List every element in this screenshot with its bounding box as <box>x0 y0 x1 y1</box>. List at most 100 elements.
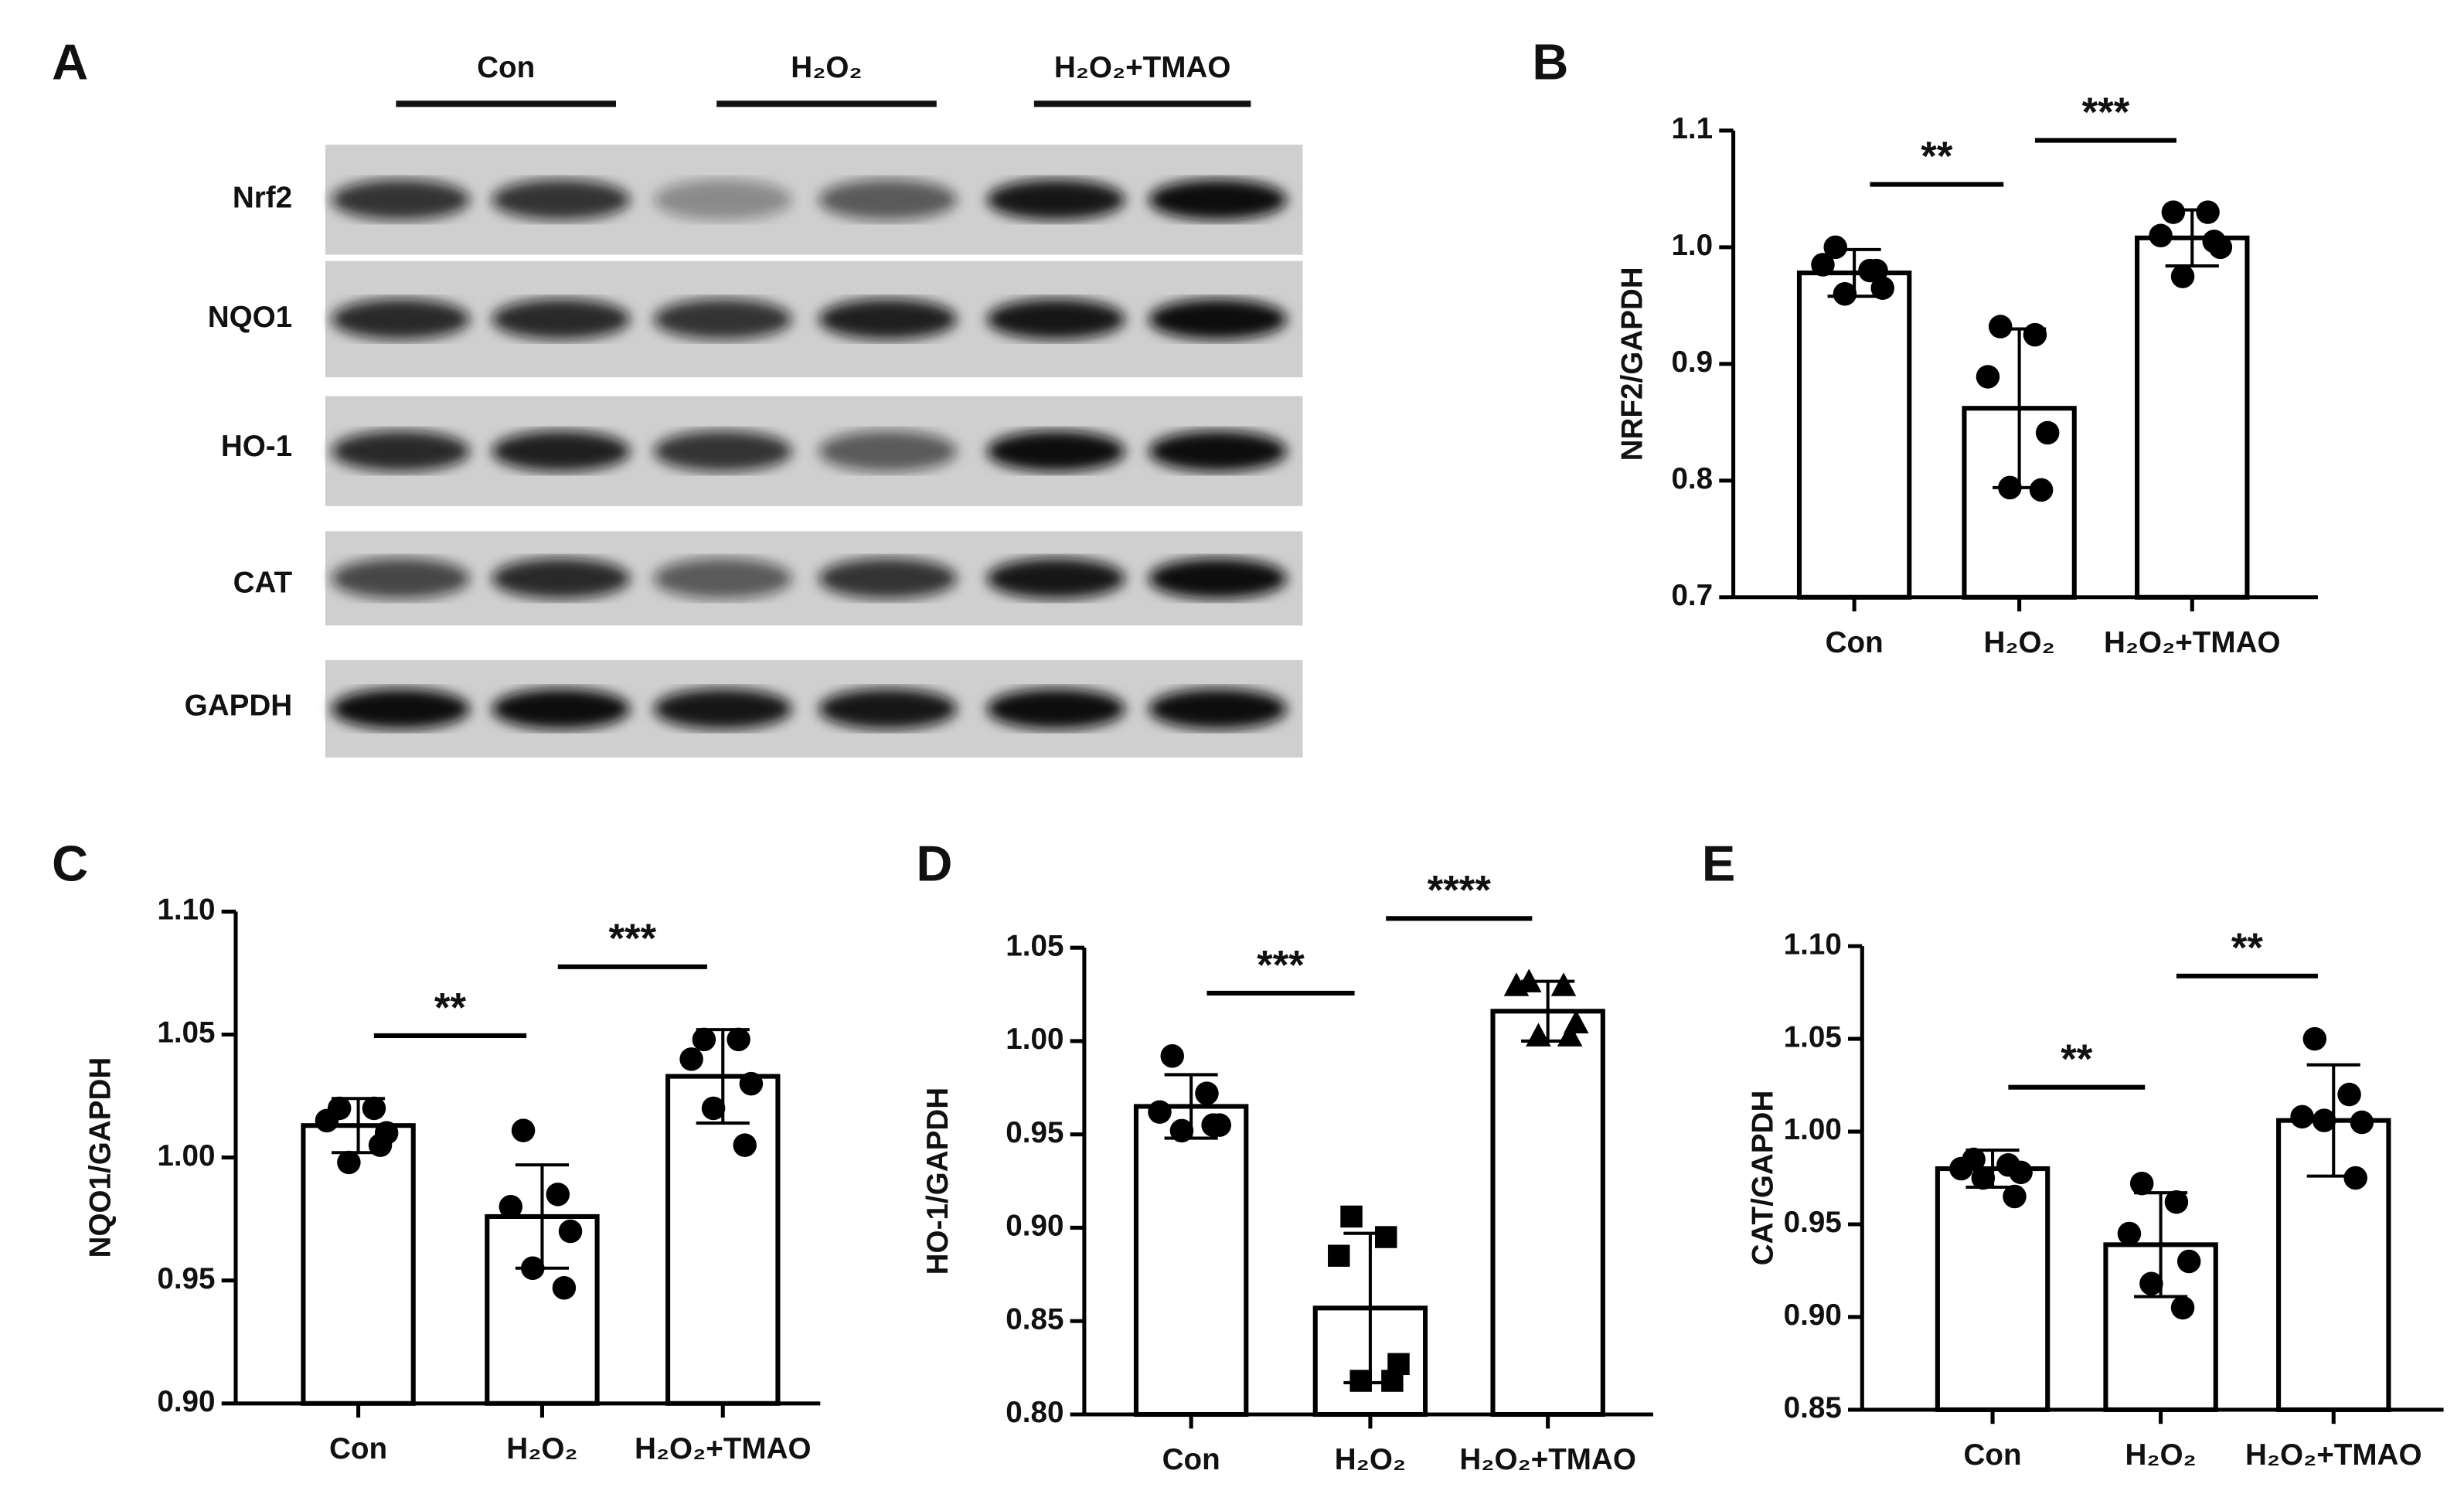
data-point <box>2117 1221 2142 1246</box>
x-tick-label: Con <box>1964 1438 2022 1472</box>
y-tick-label: 0.90 <box>1784 1298 1842 1332</box>
data-point <box>1976 365 2000 389</box>
bar <box>2135 235 2250 600</box>
bar <box>1935 1166 2050 1412</box>
data-point <box>739 1071 764 1096</box>
blot-band <box>331 557 470 599</box>
y-tick-label: 1.05 <box>157 1016 215 1050</box>
data-point <box>558 1219 583 1244</box>
data-point <box>1833 282 1857 306</box>
panel-label: D <box>916 836 952 892</box>
blot-band <box>1149 431 1288 472</box>
data-point <box>692 1027 716 1052</box>
blot-band <box>653 688 792 730</box>
significance-label: ** <box>2061 1036 2093 1082</box>
blot-band <box>492 179 631 220</box>
row-label: NQO1 <box>208 301 292 334</box>
data-point <box>2035 420 2060 445</box>
data-point <box>1811 253 1835 277</box>
data-point <box>1381 1370 1404 1392</box>
data-point <box>1998 475 2022 500</box>
y-axis-label: HO-1/GAPDH <box>921 1087 955 1275</box>
blot-strip <box>325 260 1303 378</box>
data-point <box>1526 1023 1551 1047</box>
blot-strip <box>325 396 1303 506</box>
row-label: Nrf2 <box>233 182 292 215</box>
significance-label: *** <box>608 916 656 962</box>
y-axis-label: NQO1/GAPDH <box>83 1057 117 1258</box>
data-point <box>1169 1118 1194 1143</box>
blot-band <box>986 298 1125 340</box>
data-point <box>2170 1295 2195 1320</box>
y-tick-label: 0.90 <box>1006 1210 1064 1243</box>
data-point <box>2176 1249 2201 1274</box>
significance-label: ** <box>434 985 467 1030</box>
blot-strip <box>325 660 1303 758</box>
data-point <box>1949 1156 1973 1181</box>
data-point <box>546 1183 570 1207</box>
blot-band <box>331 179 470 220</box>
data-point <box>2302 1026 2327 1051</box>
blot-band <box>653 298 792 340</box>
y-tick-label: 1.1 <box>1671 112 1713 145</box>
panel-label: B <box>1532 34 1568 90</box>
data-point <box>2149 223 2173 248</box>
data-point <box>1201 1113 1225 1137</box>
y-tick-label: 1.10 <box>157 893 215 927</box>
y-tick-label: 1.00 <box>157 1139 215 1173</box>
data-point <box>552 1275 577 1300</box>
blot-band <box>818 688 958 730</box>
data-point <box>1988 315 2013 339</box>
row-label: GAPDH <box>185 689 293 722</box>
data-point <box>2312 1108 2336 1132</box>
data-point <box>1340 1205 1363 1228</box>
data-point <box>1195 1081 1219 1105</box>
data-point <box>1160 1044 1184 1068</box>
row-label: HO-1 <box>221 430 292 463</box>
significance-label: ** <box>2231 925 2264 971</box>
blot-band <box>653 431 792 472</box>
data-point <box>1557 1023 1583 1047</box>
x-tick-label: H₂O₂ <box>1335 1443 1406 1476</box>
significance-label: *** <box>2082 90 2130 135</box>
blot-strip <box>325 531 1303 626</box>
data-point <box>2196 200 2220 224</box>
blot-band <box>986 179 1125 220</box>
blot-band <box>492 688 631 730</box>
data-point <box>2350 1110 2374 1135</box>
y-tick-label: 0.8 <box>1671 462 1713 495</box>
y-tick-label: 1.10 <box>1784 927 1842 961</box>
x-tick-label: H₂O₂+TMAO <box>2104 626 2281 659</box>
y-tick-label: 0.85 <box>1784 1391 1842 1424</box>
data-point <box>1375 1226 1397 1248</box>
data-point <box>315 1108 339 1133</box>
y-tick-label: 0.85 <box>1006 1302 1064 1336</box>
blot-band <box>492 557 631 599</box>
y-tick-label: 0.7 <box>1671 579 1713 612</box>
data-point <box>1503 972 1530 996</box>
y-tick-label: 1.05 <box>1006 929 1064 962</box>
data-point <box>1349 1370 1372 1392</box>
data-point <box>368 1133 393 1157</box>
data-point <box>1550 972 1577 996</box>
y-axis-label: NRF2/GAPDH <box>1616 267 1649 461</box>
blot-band <box>653 179 792 220</box>
x-tick-label: H₂O₂ <box>2125 1438 2196 1472</box>
y-tick-label: 0.80 <box>1006 1396 1064 1429</box>
blot-band <box>818 298 958 340</box>
data-point <box>2164 1190 2189 1214</box>
group-label: H₂O₂ <box>791 51 862 84</box>
blot-band <box>986 431 1125 472</box>
x-tick-label: Con <box>1162 1443 1220 1476</box>
bar <box>1133 1104 1249 1418</box>
data-point <box>2003 1184 2027 1209</box>
data-point <box>2139 1271 2163 1296</box>
significance-label: **** <box>1428 868 1492 914</box>
blot-band <box>492 431 631 472</box>
x-tick-label: Con <box>329 1432 387 1465</box>
y-tick-label: 0.95 <box>1006 1116 1064 1149</box>
blot-band <box>1149 298 1288 340</box>
data-point <box>1328 1244 1350 1267</box>
data-point <box>2029 478 2054 502</box>
